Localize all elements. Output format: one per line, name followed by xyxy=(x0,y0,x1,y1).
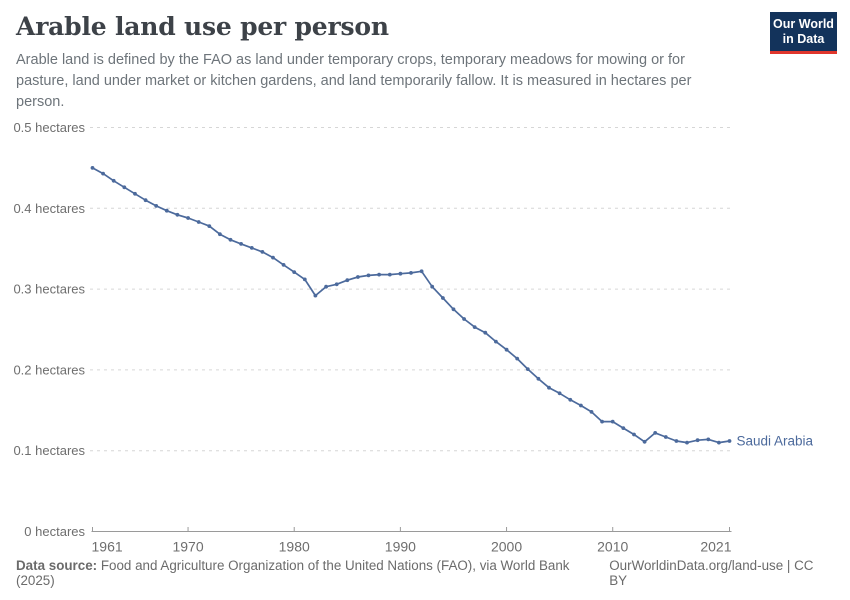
owid-logo[interactable]: Our World in Data xyxy=(770,12,837,54)
data-point[interactable] xyxy=(281,263,286,267)
chart-footer: Data source: Food and Agriculture Organi… xyxy=(0,558,850,588)
data-point[interactable] xyxy=(600,419,604,424)
data-point[interactable] xyxy=(313,293,318,298)
data-point[interactable] xyxy=(90,166,95,170)
data-point[interactable] xyxy=(249,246,254,250)
data-source: Data source: Food and Agriculture Organi… xyxy=(16,558,609,588)
y-axis-label: 0.1 hectares xyxy=(13,443,85,458)
data-point[interactable] xyxy=(164,208,169,213)
x-axis-label: 1980 xyxy=(279,539,310,555)
data-point[interactable] xyxy=(175,212,180,217)
data-point[interactable] xyxy=(430,284,435,289)
data-point[interactable] xyxy=(525,367,530,371)
data-point[interactable] xyxy=(228,237,233,242)
credit-link[interactable]: OurWorldinData.org/land-use | CC BY xyxy=(609,558,814,588)
data-point[interactable] xyxy=(642,439,647,444)
data-point[interactable] xyxy=(472,325,477,329)
data-point[interactable] xyxy=(207,224,212,229)
data-point[interactable] xyxy=(653,431,658,435)
data-source-label: Data source: xyxy=(16,558,98,573)
x-axis-label: 1970 xyxy=(172,539,203,555)
data-point[interactable] xyxy=(695,438,700,443)
data-point[interactable] xyxy=(398,271,403,276)
data-point[interactable] xyxy=(589,410,594,414)
data-point[interactable] xyxy=(632,432,636,437)
series-label[interactable]: Saudi Arabia xyxy=(737,434,814,449)
data-point[interactable] xyxy=(271,255,275,260)
data-point[interactable] xyxy=(494,339,498,344)
data-point[interactable] xyxy=(515,356,520,361)
data-point[interactable] xyxy=(218,232,222,237)
data-point[interactable] xyxy=(419,269,424,274)
x-axis-label: 1961 xyxy=(92,539,123,555)
data-point[interactable] xyxy=(483,330,488,335)
data-point[interactable] xyxy=(462,317,466,321)
data-point[interactable] xyxy=(133,191,137,196)
x-axis-label: 2000 xyxy=(491,539,522,555)
owid-logo-line1: Our World xyxy=(773,17,834,31)
data-point[interactable] xyxy=(621,426,626,430)
data-point[interactable] xyxy=(334,282,339,287)
data-point[interactable] xyxy=(101,171,105,176)
data-point[interactable] xyxy=(674,439,679,443)
y-axis-label: 0.2 hectares xyxy=(13,362,85,377)
data-point[interactable] xyxy=(260,250,265,254)
data-point[interactable] xyxy=(568,397,573,402)
x-axis-label: 1990 xyxy=(385,539,416,555)
data-point[interactable] xyxy=(292,270,297,274)
y-axis-label: 0.5 hectares xyxy=(13,120,85,135)
owid-logo-line2: in Data xyxy=(782,32,825,46)
data-point[interactable] xyxy=(706,437,711,442)
data-point[interactable] xyxy=(504,347,509,352)
data-point[interactable] xyxy=(154,204,159,208)
data-point[interactable] xyxy=(239,242,244,246)
data-point[interactable] xyxy=(441,296,445,300)
data-point[interactable] xyxy=(356,275,360,279)
data-source-text: Food and Agriculture Organization of the… xyxy=(16,558,570,588)
y-axis-label: 0.3 hectares xyxy=(13,282,85,297)
data-point[interactable] xyxy=(345,278,350,283)
chart-subtitle: Arable land is defined by the FAO as lan… xyxy=(16,52,692,110)
data-point[interactable] xyxy=(196,220,201,224)
x-axis-label: 2021 xyxy=(700,539,731,555)
y-axis-label: 0.4 hectares xyxy=(13,201,85,216)
data-point[interactable] xyxy=(579,403,583,408)
data-point[interactable] xyxy=(324,284,328,289)
data-point[interactable] xyxy=(387,272,392,277)
page-title: Arable land use per person xyxy=(16,12,389,41)
data-point[interactable] xyxy=(727,439,732,443)
data-point[interactable] xyxy=(685,440,689,445)
data-point[interactable] xyxy=(717,440,721,445)
data-point[interactable] xyxy=(186,216,191,220)
data-point[interactable] xyxy=(143,198,148,203)
data-point[interactable] xyxy=(663,435,668,439)
y-axis-label: 0 hectares xyxy=(24,524,85,539)
data-point[interactable] xyxy=(409,271,413,275)
data-point[interactable] xyxy=(610,419,615,424)
data-point[interactable] xyxy=(557,391,562,396)
data-point[interactable] xyxy=(451,307,456,312)
data-point[interactable] xyxy=(547,385,551,390)
data-point[interactable] xyxy=(377,272,381,277)
data-point[interactable] xyxy=(122,185,127,190)
data-point[interactable] xyxy=(111,178,116,183)
series-line[interactable] xyxy=(91,167,731,444)
data-point[interactable] xyxy=(536,376,541,381)
data-point[interactable] xyxy=(302,277,307,282)
data-point[interactable] xyxy=(366,273,371,278)
x-axis-label: 2010 xyxy=(597,539,628,555)
